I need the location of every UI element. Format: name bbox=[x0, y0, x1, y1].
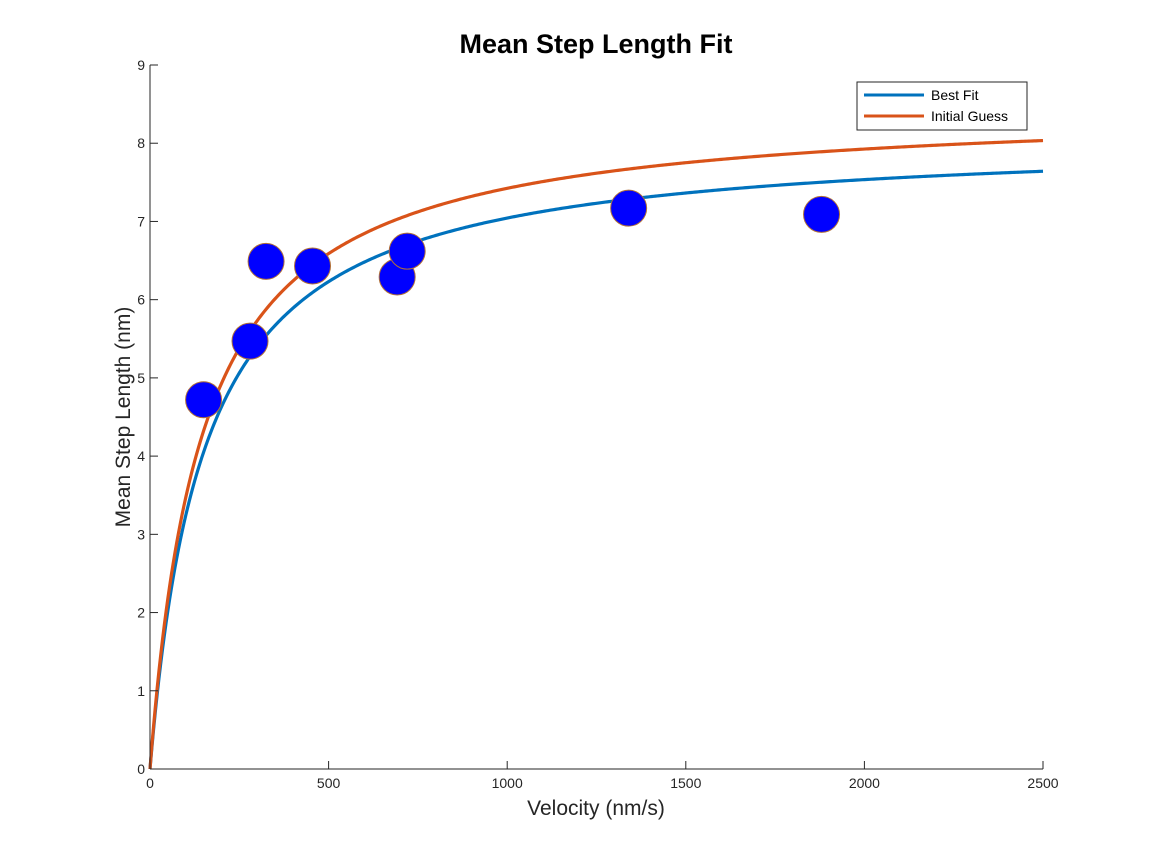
x-tick-label: 0 bbox=[146, 775, 154, 791]
chart-title: Mean Step Length Fit bbox=[460, 29, 733, 59]
legend-label-best-fit: Best Fit bbox=[931, 87, 979, 103]
data-points bbox=[185, 189, 841, 419]
data-point bbox=[247, 242, 285, 280]
legend-box bbox=[856, 81, 1028, 131]
x-ticks: 0 500 1000 1500 2000 2500 bbox=[146, 761, 1059, 791]
y-tick-label: 7 bbox=[137, 213, 145, 229]
x-tick-label: 1000 bbox=[492, 775, 523, 791]
x-axis-title: Velocity (nm/s) bbox=[527, 797, 665, 820]
axes bbox=[149, 65, 1043, 770]
x-tick-label: 500 bbox=[317, 775, 341, 791]
data-point bbox=[231, 322, 269, 360]
data-point bbox=[294, 247, 332, 285]
x-tick-label: 2500 bbox=[1027, 775, 1058, 791]
y-tick-label: 8 bbox=[137, 135, 145, 151]
y-tick-label: 1 bbox=[137, 683, 145, 699]
data-point bbox=[388, 232, 426, 270]
legend: Best Fit Initial Guess bbox=[856, 81, 1028, 131]
x-tick-label: 2000 bbox=[849, 775, 880, 791]
data-point bbox=[185, 381, 223, 419]
x-tick-label: 1500 bbox=[670, 775, 701, 791]
y-tick-label: 0 bbox=[137, 761, 145, 777]
series-line-best-fit bbox=[148, 169, 1044, 770]
y-tick-label: 3 bbox=[137, 526, 145, 542]
y-tick-label: 2 bbox=[137, 605, 145, 621]
y-tick-label: 6 bbox=[137, 292, 145, 308]
data-point bbox=[803, 195, 841, 233]
y-tick-label: 5 bbox=[137, 370, 145, 386]
y-tick-label: 4 bbox=[137, 448, 145, 464]
data-point bbox=[610, 189, 648, 227]
y-axis-title: Mean Step Length (nm) bbox=[112, 307, 135, 528]
plot-area bbox=[150, 65, 1043, 769]
legend-label-initial-guess: Initial Guess bbox=[931, 108, 1008, 124]
y-ticks: 0 1 2 3 4 5 6 7 8 9 bbox=[137, 57, 158, 777]
y-tick-label: 9 bbox=[137, 57, 145, 73]
